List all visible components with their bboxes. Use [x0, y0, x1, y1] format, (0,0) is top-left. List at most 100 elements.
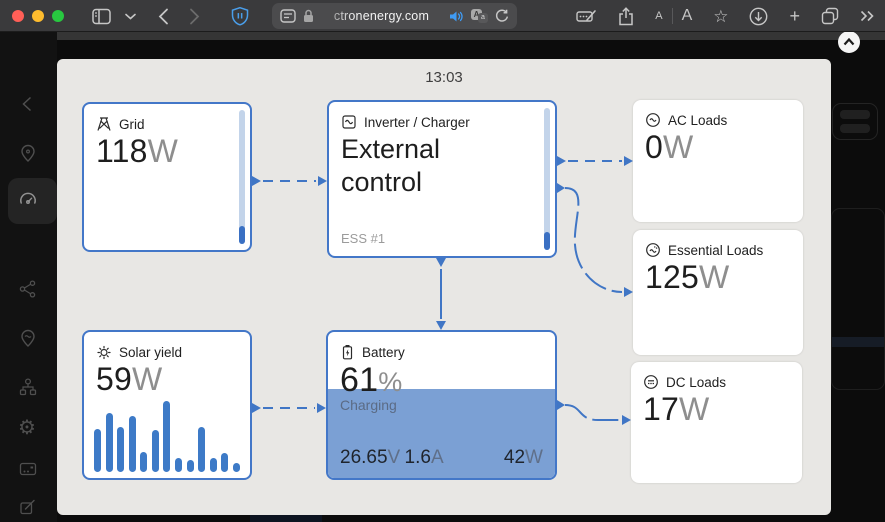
solar-bar [105, 413, 113, 472]
dc-loads-card[interactable]: DC Loads 17W [631, 362, 802, 483]
chevron-down-icon[interactable] [125, 13, 136, 20]
solar-yield-unit: W [132, 361, 163, 397]
dc-loads-label: DC Loads [666, 374, 727, 390]
traffic-lights [12, 10, 64, 22]
solar-sun-icon [97, 345, 111, 360]
solar-bar [117, 427, 125, 472]
vrm-page-background: ⚙ 13:03 [0, 31, 885, 522]
grid-unit: W [147, 133, 179, 169]
background-chart-glow [250, 515, 322, 522]
battery-card[interactable]: Charging Battery 61% 26.65V 1.6A 42W [326, 330, 557, 480]
battery-measurements-row: 26.65V 1.6A 42W [328, 447, 555, 469]
sidebar-back-icon[interactable] [18, 94, 38, 119]
sidebar-dashboard-gauge-icon[interactable] [18, 190, 38, 215]
close-window-button[interactable] [12, 10, 24, 22]
inverter-gauge [544, 108, 550, 250]
inverter-device-name: ESS #1 [341, 231, 386, 246]
essential-loads-card[interactable]: Essential Loads 125W [633, 230, 803, 355]
filter-pill [840, 110, 870, 119]
solar-yield-value: 59 [96, 361, 132, 397]
sidebar-share-nodes-icon[interactable] [18, 279, 38, 304]
essential-loads-label: Essential Loads [668, 242, 764, 258]
timestamp: 13:03 [425, 69, 463, 86]
background-sparkline [832, 337, 884, 347]
sidebar-toggle-icon[interactable] [92, 8, 111, 25]
back-button[interactable] [158, 8, 169, 25]
inverter-charger-card[interactable]: Inverter / Charger External control ESS … [327, 100, 557, 258]
text-size-divider [671, 8, 673, 24]
dc-loads-unit: W [679, 391, 710, 427]
address-bar[interactable]: ctronenergy.com A a [272, 3, 517, 29]
sidebar-gps-pin-icon[interactable] [18, 329, 38, 354]
solar-bar [175, 458, 183, 472]
solar-bar [209, 458, 217, 472]
dc-loads-value: 17 [643, 391, 679, 427]
inverter-label: Inverter / Charger [364, 114, 470, 130]
essential-loads-value: 125 [645, 259, 699, 295]
toolbar-left-icons [92, 0, 250, 32]
sidebar-remote-console-icon[interactable] [18, 459, 38, 484]
text-smaller-icon[interactable]: A [655, 10, 663, 22]
more-toolbar-items-icon[interactable] [860, 10, 875, 22]
ac-loads-label: AC Loads [668, 112, 728, 128]
ac-loads-icon [646, 113, 660, 127]
close-overlay-button[interactable] [838, 31, 860, 53]
translate-source-glyph: A [471, 9, 482, 20]
autofill-icon[interactable] [576, 8, 597, 24]
solar-bar [163, 401, 171, 472]
sidebar-edit-icon[interactable] [18, 497, 38, 522]
forward-button[interactable] [189, 8, 200, 25]
ac-loads-card[interactable]: AC Loads 0W [633, 100, 803, 222]
solar-yield-label: Solar yield [119, 344, 183, 360]
sidebar: ⚙ [0, 32, 57, 522]
background-filter-button[interactable] [832, 103, 878, 140]
sidebar-active-item-background [8, 178, 57, 224]
text-larger-icon[interactable]: A [681, 7, 693, 24]
minimize-window-button[interactable] [32, 10, 44, 22]
background-chart-panel [831, 208, 885, 390]
grid-gauge [239, 110, 245, 244]
battery-label: Battery [362, 344, 405, 360]
lock-icon [303, 9, 314, 23]
inverter-mode: External control [341, 134, 441, 198]
solar-bar [128, 416, 136, 472]
bookmark-star-icon[interactable]: ☆ [713, 6, 729, 26]
new-tab-icon[interactable]: + [789, 6, 800, 26]
battery-power: 42W [503, 447, 543, 468]
battery-current: 1.6A [404, 447, 444, 468]
battery-soc-unit: % [378, 367, 403, 397]
sidebar-settings-gear-icon[interactable]: ⚙ [18, 417, 36, 439]
solar-bar [221, 453, 229, 472]
translate-target-glyph: a [478, 13, 488, 23]
chevron-up-icon [843, 38, 855, 46]
essential-loads-unit: W [699, 259, 730, 295]
downloads-icon[interactable] [749, 7, 768, 26]
solar-bar [198, 427, 206, 472]
privacy-shield-icon[interactable] [230, 5, 250, 27]
reload-icon[interactable] [495, 9, 509, 23]
share-icon[interactable] [618, 6, 634, 26]
battery-state: Charging [340, 396, 397, 413]
reader-icon[interactable] [280, 9, 296, 23]
battery-voltage: 26.65V [340, 447, 401, 468]
inverter-icon [342, 115, 356, 129]
solar-yield-card[interactable]: Solar yield 59W [82, 330, 252, 480]
solar-bar [140, 452, 148, 472]
ac-loads-value: 0 [645, 129, 663, 165]
solar-bar [151, 430, 159, 472]
zoom-window-button[interactable] [52, 10, 64, 22]
translate-icon[interactable]: A a [471, 9, 488, 23]
url-text[interactable]: ctronenergy.com [333, 9, 430, 23]
tab-overview-icon[interactable] [821, 7, 839, 25]
solar-yield-bar-chart [94, 397, 240, 472]
essential-loads-icon [646, 243, 660, 257]
audio-playing-icon[interactable] [449, 10, 464, 23]
filter-pill [840, 124, 870, 133]
sidebar-location-pin-icon[interactable] [18, 144, 38, 169]
toolbar-right-icons: A A ☆ + [576, 0, 875, 32]
battery-soc-fill: Charging [328, 388, 555, 478]
sidebar-network-icon[interactable] [18, 377, 38, 402]
grid-pylon-icon [97, 117, 111, 131]
grid-card[interactable]: Grid 118W [82, 102, 252, 252]
